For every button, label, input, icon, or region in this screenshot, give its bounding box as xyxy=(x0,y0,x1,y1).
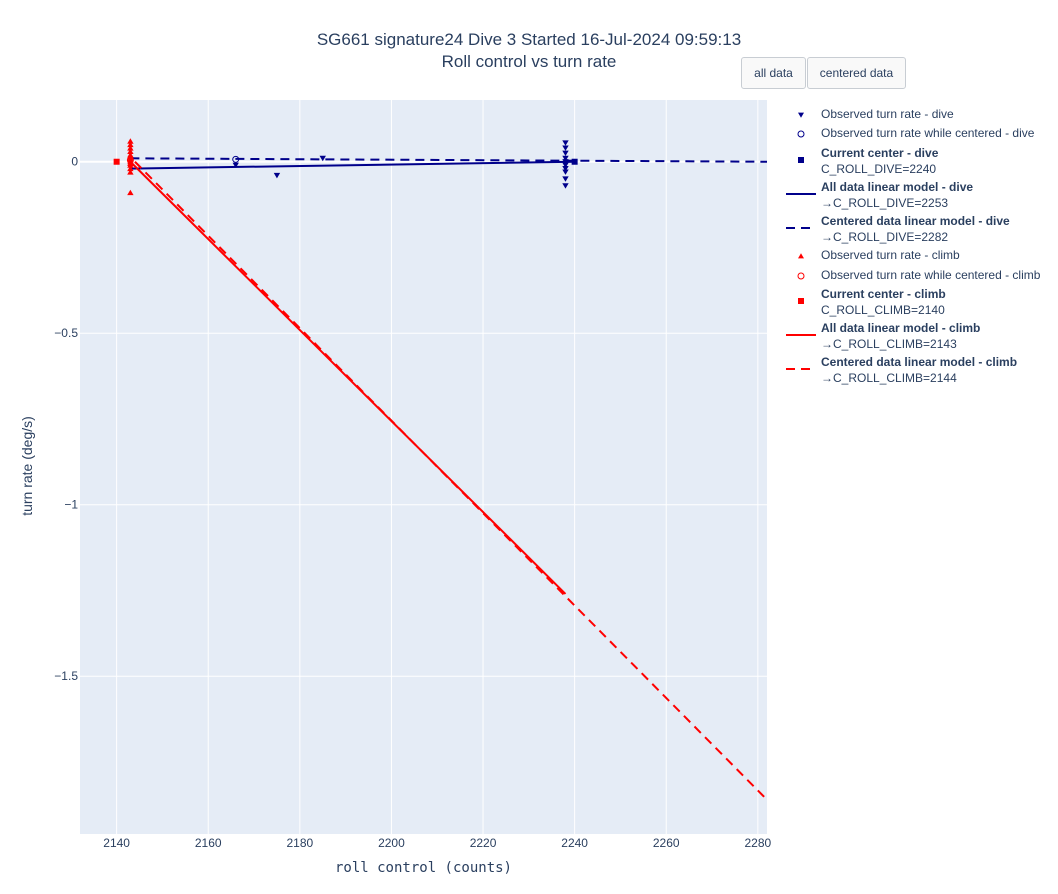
data-point xyxy=(562,145,569,151)
legend-label: Observed turn rate while centered - clim… xyxy=(821,268,1041,282)
series-layer xyxy=(113,138,768,801)
legend-sublabel: →C_ROLL_DIVE=2282 xyxy=(821,230,949,244)
data-point xyxy=(127,141,134,148)
legend-sublabel: →C_ROLL_DIVE=2253 xyxy=(821,196,949,210)
y-tick-label: −0.5 xyxy=(54,326,78,340)
legend-marker xyxy=(798,253,804,259)
legend-symbol-icon xyxy=(786,193,816,195)
x-tick-label: 2280 xyxy=(744,836,771,850)
y-tick-label: −1 xyxy=(64,498,78,512)
data-point xyxy=(562,140,569,146)
series-centered-data-linear-model-dive xyxy=(130,157,768,163)
series-current-center-dive xyxy=(571,158,578,165)
legend-sublabel: C_ROLL_CLIMB=2140 xyxy=(821,303,945,317)
data-point xyxy=(127,162,134,168)
data-point xyxy=(562,183,569,189)
data-point xyxy=(571,158,578,165)
legend-label: Centered data linear model - dive xyxy=(821,214,1010,228)
data-point xyxy=(562,150,569,157)
legend-marker xyxy=(798,112,804,118)
x-tick-label: 2160 xyxy=(195,836,222,850)
legend-symbol-icon xyxy=(798,253,804,259)
legend-symbol-icon xyxy=(797,272,805,280)
axis-ticks: 2140 2160 2180 2200 2220 2240 2260 2280 0 −0.5 −1 −… xyxy=(54,155,771,850)
y-tick-label: −1.5 xyxy=(54,669,78,683)
data-point xyxy=(562,176,569,182)
y-tick-label: 0 xyxy=(71,155,78,169)
legend-label: Observed turn rate - climb xyxy=(821,248,960,262)
data-point xyxy=(126,156,134,164)
series-all-data-linear-model-dive xyxy=(130,160,575,170)
legend-label: All data linear model - dive xyxy=(821,180,974,194)
series-line xyxy=(130,160,575,170)
legend-symbol-icon xyxy=(798,298,804,304)
chart-title: SG661 signature24 Dive 3 Started 16-Jul-… xyxy=(316,30,742,49)
series-observed-turn-rate-while-centered-climb xyxy=(126,156,134,164)
data-point xyxy=(562,169,569,175)
legend-label: Current center - climb xyxy=(821,287,946,301)
x-tick-label: 2140 xyxy=(103,836,130,850)
x-axis-label: roll control (counts) xyxy=(334,860,512,876)
centered-data-button[interactable]: centered data xyxy=(807,57,906,89)
y-axis-label: turn rate (deg/s) xyxy=(19,416,35,516)
data-point xyxy=(232,155,240,163)
data-point xyxy=(319,155,326,162)
all-data-button[interactable]: all data xyxy=(741,57,806,89)
legend-marker xyxy=(798,157,804,163)
series-observed-turn-rate-dive xyxy=(232,140,569,189)
data-point xyxy=(562,155,569,162)
legend-label: Centered data linear model - climb xyxy=(821,355,1018,369)
legend-sublabel: →C_ROLL_CLIMB=2144 xyxy=(821,371,957,385)
chart-subtitle: Roll control vs turn rate xyxy=(441,52,617,71)
data-point xyxy=(113,158,120,165)
data-point xyxy=(127,169,134,175)
x-tick-label: 2200 xyxy=(378,836,405,850)
legend-symbol-icon xyxy=(786,368,816,370)
legend-symbol-icon xyxy=(798,112,804,118)
legend-symbol-icon xyxy=(798,157,804,163)
x-tick-label: 2240 xyxy=(561,836,588,850)
legend-label: Observed turn rate - dive xyxy=(821,107,954,121)
legend-sublabel: C_ROLL_DIVE=2240 xyxy=(821,162,937,176)
data-point xyxy=(562,160,569,167)
data-point xyxy=(127,189,134,196)
data-point xyxy=(232,162,239,169)
series-line xyxy=(130,157,768,163)
data-point xyxy=(127,148,134,155)
data-point xyxy=(127,165,134,172)
legend-symbol-icon xyxy=(786,227,816,229)
data-point xyxy=(127,138,134,144)
legend-marker xyxy=(797,130,805,138)
plot-area xyxy=(80,100,767,834)
legend-marker xyxy=(798,298,804,304)
series-observed-turn-rate-while-centered-dive xyxy=(232,155,240,163)
legend-symbol-icon xyxy=(786,334,816,336)
data-point xyxy=(562,166,569,172)
x-tick-label: 2260 xyxy=(653,836,680,850)
legend-symbol-icon xyxy=(797,130,805,138)
grid-lines xyxy=(80,100,767,834)
legend-label: Observed turn rate while centered - dive xyxy=(821,126,1035,140)
legend-sublabel: →C_ROLL_CLIMB=2143 xyxy=(821,337,957,351)
series-current-center-climb xyxy=(113,158,120,165)
x-tick-label: 2180 xyxy=(286,836,313,850)
legend-label: Current center - dive xyxy=(821,146,939,160)
data-point xyxy=(273,172,281,179)
legend-marker xyxy=(797,272,805,280)
x-tick-label: 2220 xyxy=(470,836,497,850)
legend-label: All data linear model - climb xyxy=(821,321,981,335)
data-point xyxy=(127,145,134,151)
